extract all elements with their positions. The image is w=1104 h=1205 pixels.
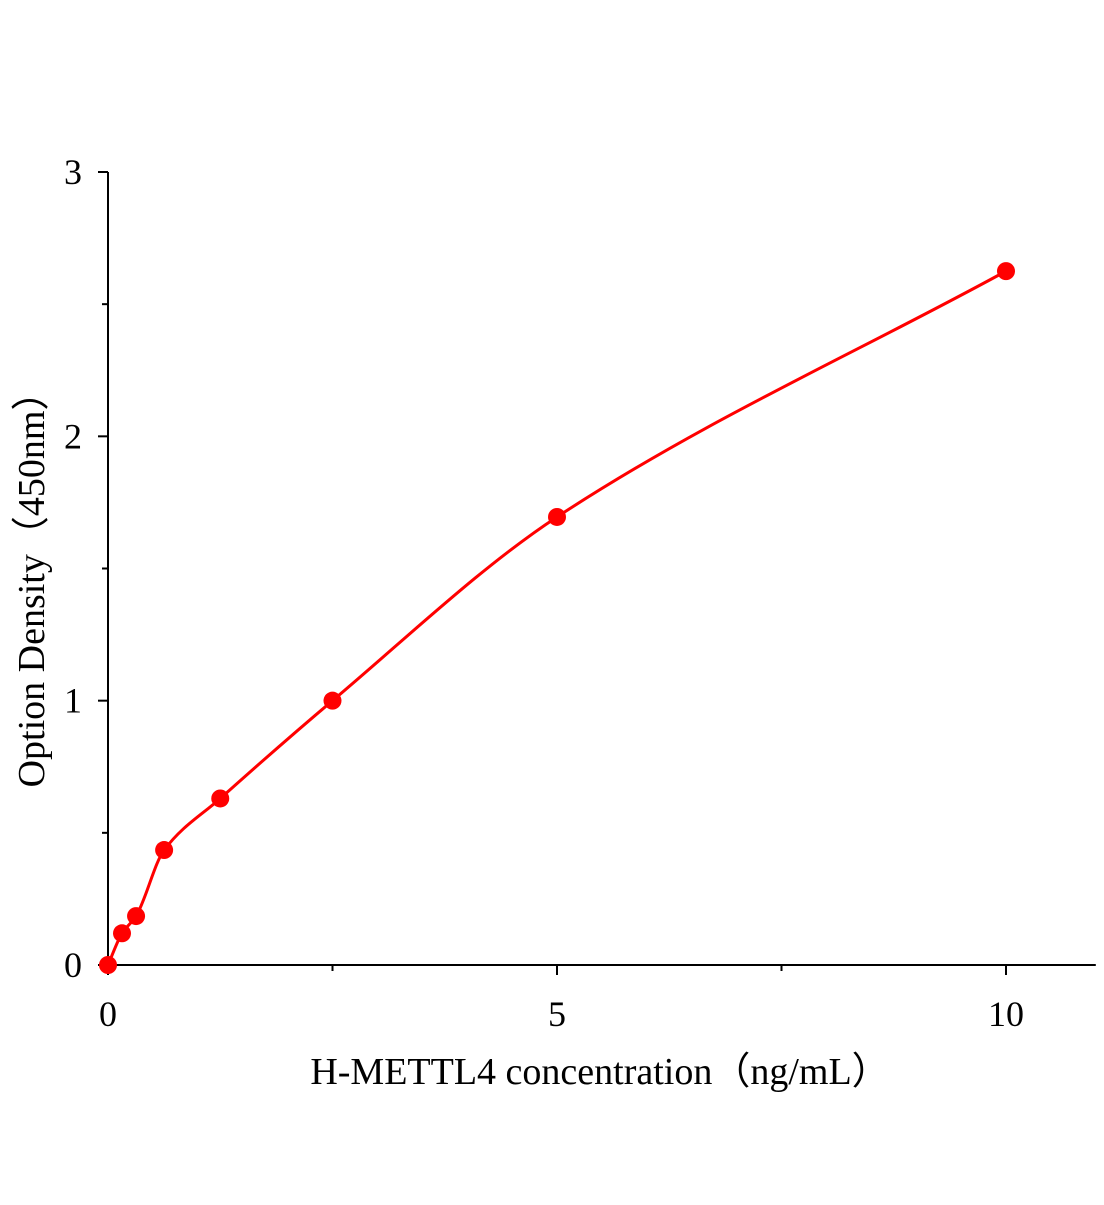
data-point xyxy=(997,262,1015,281)
y-tick-label: 0 xyxy=(64,945,82,985)
y-tick-label: 2 xyxy=(64,416,82,456)
y-tick-labels: 0 1 2 3 xyxy=(64,152,82,985)
x-axis-label: H-METTL4 concentration（ng/mL） xyxy=(310,1051,889,1093)
data-point xyxy=(323,691,342,710)
y-tick-label: 1 xyxy=(64,681,82,721)
axes xyxy=(98,171,1096,975)
data-point xyxy=(127,907,146,926)
y-tick-label: 3 xyxy=(64,152,82,192)
x-tick-label: 10 xyxy=(988,994,1024,1034)
data-point xyxy=(211,789,230,808)
data-point xyxy=(548,507,566,526)
x-tick-label: 5 xyxy=(548,994,566,1034)
data-points xyxy=(99,262,1015,974)
data-point xyxy=(113,924,132,943)
y-axis-label: Option Density（450nm） xyxy=(11,373,53,788)
x-tick-label: 0 xyxy=(99,994,117,1034)
data-point xyxy=(99,956,117,974)
x-tick-labels: 0 5 10 xyxy=(99,994,1024,1034)
fit-curve xyxy=(106,269,1007,966)
data-point xyxy=(155,841,174,860)
